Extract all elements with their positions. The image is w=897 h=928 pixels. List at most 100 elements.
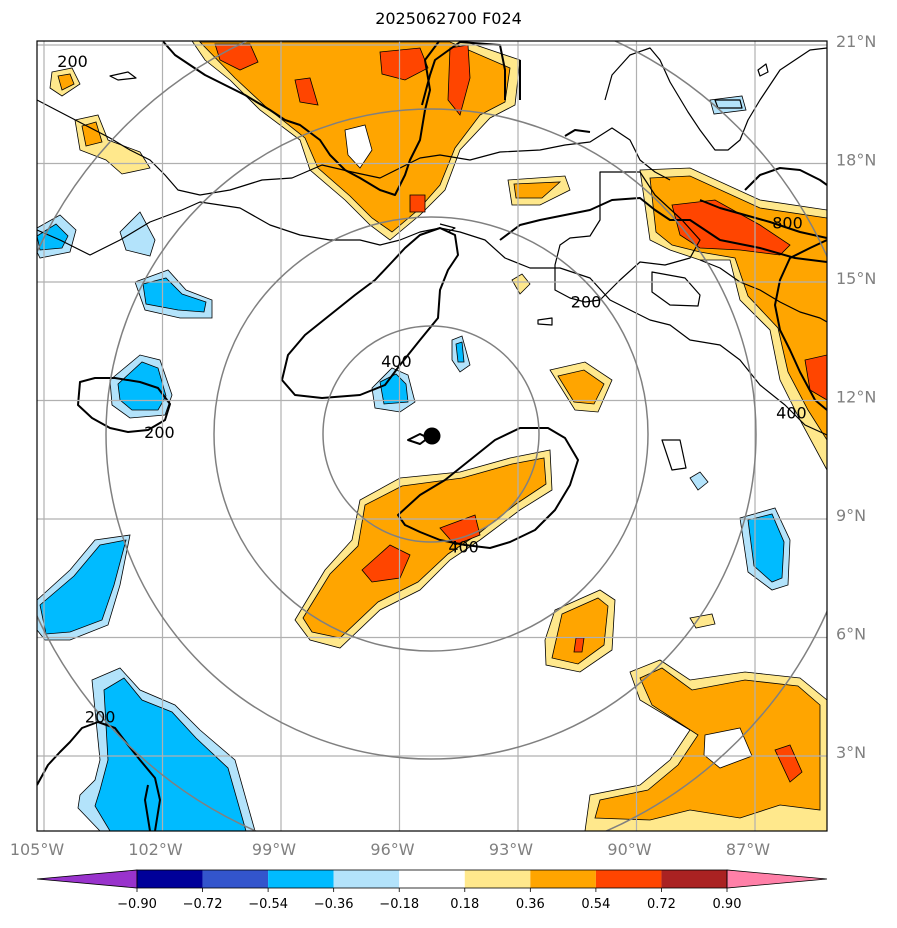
colorbar-segment: [595, 870, 662, 888]
coastline-island-1: [109, 71, 137, 81]
lon-tick-label: 87°W: [726, 840, 770, 859]
contour-east-400: [744, 167, 827, 411]
colorbar-segment: [202, 870, 269, 888]
lon-tick-label: 99°W: [252, 840, 296, 859]
coastline-island-3: [661, 439, 687, 471]
contour-southwest-200: [37, 721, 161, 831]
colorbar: −0.90 −0.72 −0.54 −0.36 −0.18 0.18 0.36 0.54 0.7…: [36, 869, 828, 912]
negative-anomaly-fields: [37, 95, 791, 831]
contour-west-200: [77, 377, 171, 433]
contour-label: 200: [571, 293, 602, 312]
neg-blob-west-upper-core: [142, 277, 207, 313]
colorbar-outline: [136, 869, 728, 889]
coastline-mexico-pacific: [37, 201, 827, 436]
colorbar-segment: [333, 870, 400, 888]
lon-tick-label: 90°W: [607, 840, 651, 859]
contour-label: 200: [57, 52, 88, 71]
anomaly-blob-south-red: [573, 637, 585, 653]
contour-labels: 200 200 200 200 400 400 400 800: [57, 52, 807, 727]
coastline-island-2: [537, 317, 553, 326]
lat-tick-label: 21°N: [836, 32, 876, 51]
anomaly-hole: [344, 124, 373, 169]
anomaly-blob-mid-east-core: [557, 369, 605, 405]
contour-label: 200: [144, 423, 175, 442]
colorbar-extend-high: [726, 869, 828, 889]
colorbar-tick-label: 0.36: [516, 897, 545, 912]
neg-blob-east-core: [747, 513, 785, 583]
anomaly-core-red-4: [294, 77, 319, 106]
range-ring-2: [213, 216, 649, 652]
lat-tick-label: 12°N: [836, 388, 876, 407]
positive-anomaly-fields: [49, 41, 827, 831]
colorbar-tick-label: −0.72: [183, 897, 223, 912]
contour-east-800: [699, 199, 827, 239]
anomaly-blob-southeast-red: [774, 744, 803, 783]
anomaly-core-red-5: [409, 194, 426, 213]
range-ring-3: [105, 108, 757, 760]
lat-tick-label: 3°N: [836, 743, 866, 762]
colorbar-segment: [464, 870, 531, 888]
contour-label: 400: [448, 538, 479, 557]
colorbar-segment: [399, 870, 465, 888]
contour-center-400: [281, 227, 459, 399]
map-area: 200 200 200 200 400 400 400 800: [37, 41, 827, 831]
colorbar-tick-label: −0.54: [248, 897, 288, 912]
anomaly-blob-south-mid-core: [551, 597, 609, 665]
contour-east-200: [499, 197, 827, 263]
contour-southwest-200-inner: [144, 784, 151, 831]
colorbar-tick-label: −0.90: [117, 897, 157, 912]
coastline-belize: [651, 271, 701, 307]
colorbar-extend-low: [36, 869, 138, 889]
contour-label: 400: [381, 352, 412, 371]
gridlines: [37, 41, 827, 831]
contour-label: 400: [776, 403, 807, 422]
anomaly-core-red-east-2: [804, 354, 827, 401]
contours: [37, 41, 827, 831]
coastline-honduras: [699, 259, 827, 323]
coastline-island-5: [714, 99, 743, 109]
colorbar-segment: [661, 870, 727, 888]
lat-tick-label: 18°N: [836, 151, 876, 170]
longitude-labels: 105°W 102°W 99°W 96°W 93°W 90°W 87°W: [10, 840, 770, 859]
coastlines: [37, 47, 827, 471]
colorbar-tick-label: −0.36: [314, 897, 354, 912]
map-frame: [36, 40, 828, 832]
neg-blob-sw-core: [39, 539, 127, 635]
anomaly-blob-yucatan-core: [513, 181, 562, 199]
lon-tick-label: 105°W: [10, 840, 65, 859]
map-title: 2025062700 F024: [375, 9, 522, 28]
lat-tick-label: 9°N: [836, 506, 866, 525]
colorbar-segment: [137, 870, 203, 888]
neg-blob-south-core: [94, 677, 247, 831]
colorbar-tick-label: 0.72: [647, 897, 676, 912]
range-rings: [37, 41, 827, 831]
neg-blob-dot: [689, 471, 709, 491]
anomaly-blob-small-b-core: [81, 121, 103, 147]
colorbar-tick-label: 0.18: [450, 897, 479, 912]
colorbar-tick-label: −0.18: [379, 897, 419, 912]
colorbar-tick-label: 0.54: [581, 897, 610, 912]
contour-label: 800: [772, 214, 803, 233]
anomaly-core-red-2: [379, 47, 429, 81]
contour-north: [161, 41, 441, 196]
latitude-labels: 21°N 18°N 15°N 12°N 9°N 6°N 3°N: [836, 32, 876, 762]
lon-tick-label: 102°W: [128, 840, 183, 859]
lat-tick-label: 15°N: [836, 269, 876, 288]
colorbar-segment: [530, 870, 596, 888]
anomaly-blob-small-a-core: [57, 73, 75, 91]
colorbar-segment: [268, 870, 334, 888]
anomaly-core-red-east: [671, 199, 791, 256]
contour-north-right-2: [564, 129, 591, 137]
lat-tick-label: 6°N: [836, 625, 866, 644]
range-ring-1: [322, 325, 540, 543]
anomaly-streak-red-1: [361, 544, 411, 583]
lon-tick-label: 93°W: [489, 840, 533, 859]
contour-north-right: [421, 41, 506, 106]
anomaly-blob-tiny: [511, 273, 531, 295]
coastline-mexico-gulf: [37, 99, 671, 196]
contour-south-400: [397, 427, 579, 549]
neg-blob-thin-core: [455, 341, 465, 363]
lon-tick-label: 96°W: [370, 840, 414, 859]
coastline-cuba: [604, 47, 827, 151]
